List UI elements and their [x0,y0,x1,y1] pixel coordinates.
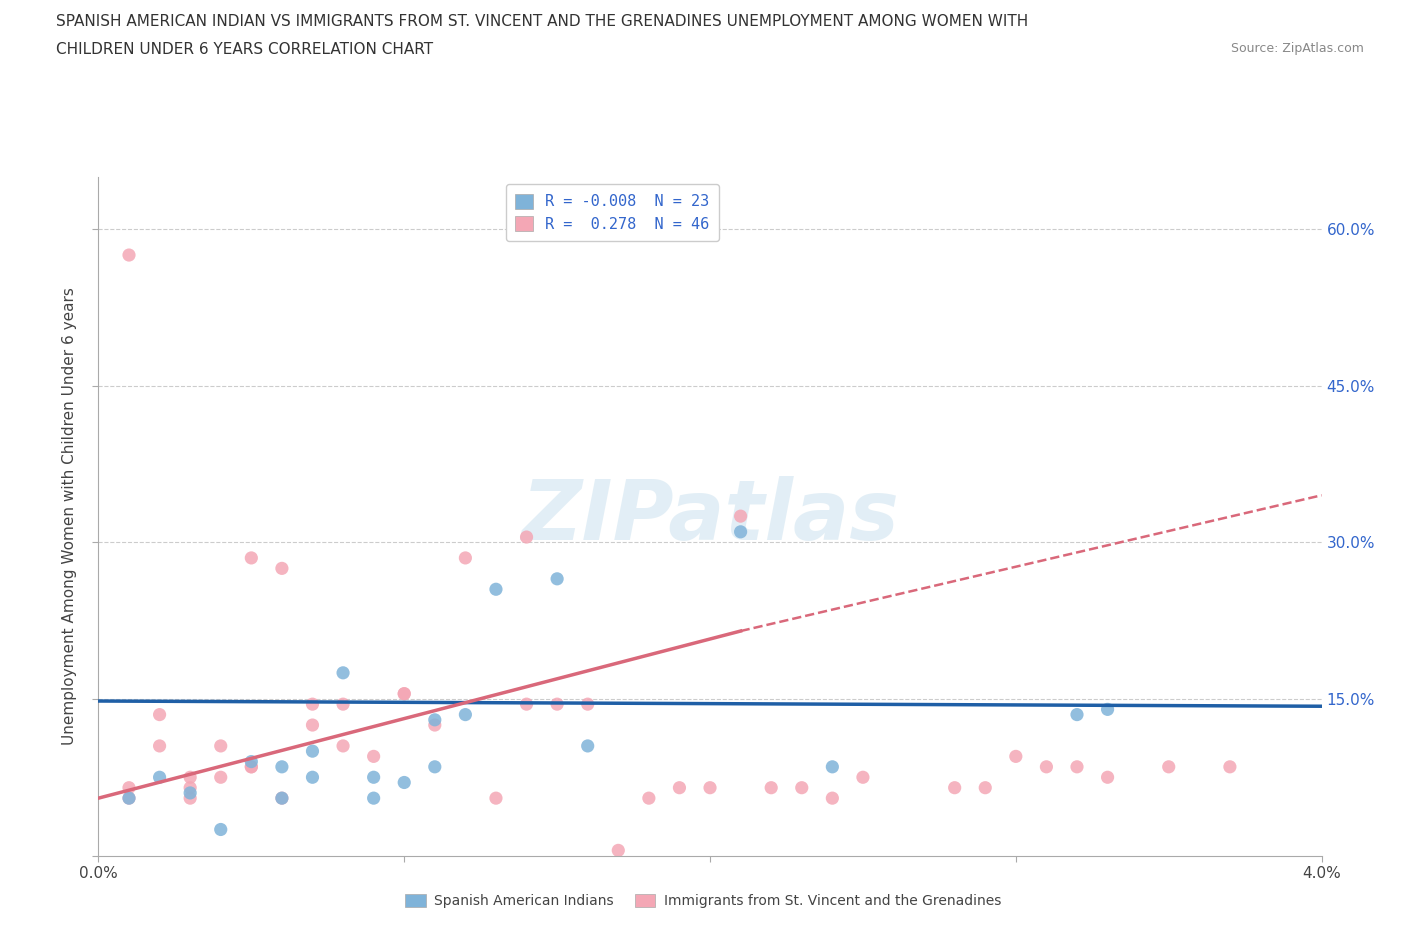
Point [1097,702,1119,717]
Point [454,707,477,722]
Point [1097,770,1119,785]
Point [118,247,141,262]
Point [270,760,294,775]
Point [668,780,690,795]
Point [149,770,172,785]
Point [301,770,323,785]
Point [209,738,232,753]
Point [209,822,232,837]
Legend: R = -0.008  N = 23, R =  0.278  N = 46: R = -0.008 N = 23, R = 0.278 N = 46 [506,184,718,241]
Point [392,686,416,701]
Point [332,665,354,680]
Legend: Spanish American Indians, Immigrants from St. Vincent and the Grenadines: Spanish American Indians, Immigrants fro… [399,889,1007,914]
Point [1219,760,1241,775]
Point [363,770,385,785]
Point [392,775,416,790]
Point [363,790,385,805]
Point [209,770,232,785]
Point [730,525,752,539]
Point [852,770,875,785]
Point [1066,760,1088,775]
Point [576,697,599,711]
Point [301,744,323,759]
Text: SPANISH AMERICAN INDIAN VS IMMIGRANTS FROM ST. VINCENT AND THE GRENADINES UNEMPL: SPANISH AMERICAN INDIAN VS IMMIGRANTS FR… [56,14,1029,29]
Point [179,770,201,785]
Point [546,571,568,586]
Point [179,780,201,795]
Point [423,712,446,727]
Point [576,738,599,753]
Point [270,790,294,805]
Point [179,786,201,801]
Point [607,843,630,857]
Point [730,509,752,524]
Point [240,754,263,769]
Point [270,790,294,805]
Point [790,780,813,795]
Point [332,697,354,711]
Point [179,790,201,805]
Point [1035,760,1057,775]
Point [301,697,323,711]
Point [637,790,661,805]
Text: Source: ZipAtlas.com: Source: ZipAtlas.com [1230,42,1364,55]
Point [240,760,263,775]
Point [149,707,172,722]
Point [118,780,141,795]
Point [240,760,263,775]
Point [516,697,538,711]
Y-axis label: Unemployment Among Women with Children Under 6 years: Unemployment Among Women with Children U… [62,287,77,745]
Point [423,718,446,733]
Point [240,551,263,565]
Point [301,718,323,733]
Point [1157,760,1180,775]
Point [363,749,385,764]
Point [1004,749,1026,764]
Point [485,790,508,805]
Point [546,697,568,711]
Point [943,780,966,795]
Point [332,738,354,753]
Point [699,780,721,795]
Point [118,790,141,805]
Point [516,529,538,544]
Point [485,582,508,597]
Point [974,780,997,795]
Point [454,551,477,565]
Point [149,738,172,753]
Text: CHILDREN UNDER 6 YEARS CORRELATION CHART: CHILDREN UNDER 6 YEARS CORRELATION CHART [56,42,433,57]
Point [270,561,294,576]
Point [821,790,844,805]
Point [1066,707,1088,722]
Point [423,760,446,775]
Point [392,686,416,701]
Point [118,790,141,805]
Text: ZIPatlas: ZIPatlas [522,475,898,557]
Point [821,760,844,775]
Point [759,780,782,795]
